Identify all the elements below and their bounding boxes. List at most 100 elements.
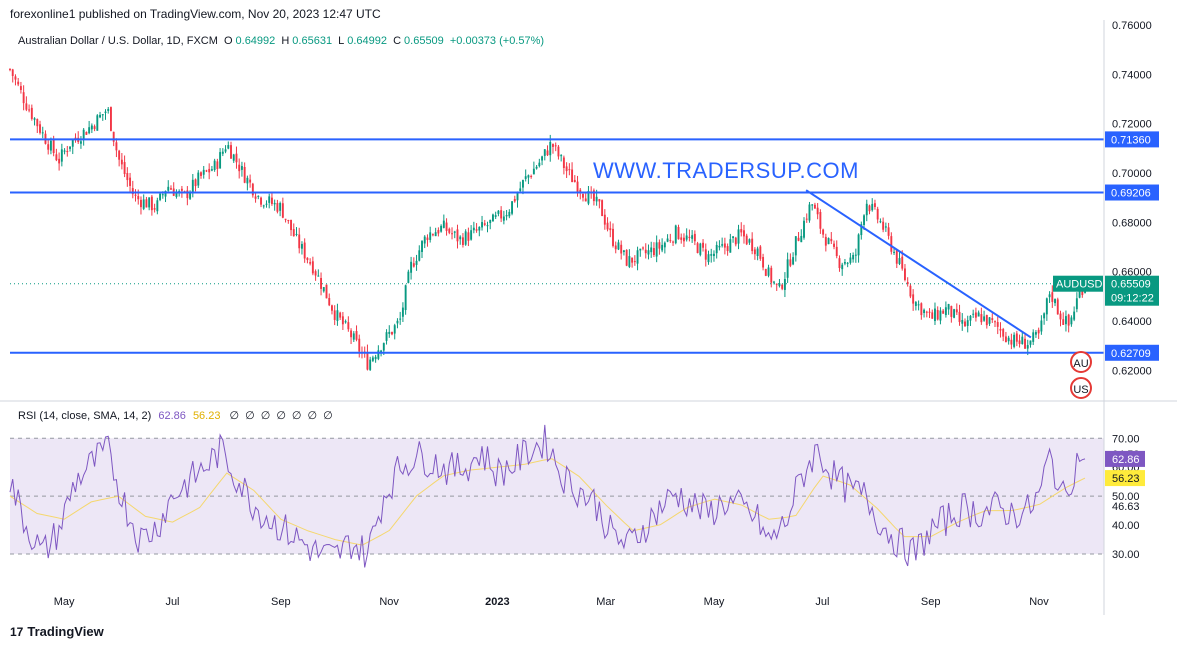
candle-body	[445, 222, 448, 231]
candle-body	[63, 150, 66, 152]
candle-body	[1075, 298, 1078, 310]
candle-body	[674, 225, 677, 244]
time-tick-label: Nov	[379, 596, 399, 608]
candle-body	[513, 198, 516, 202]
candle-body	[49, 140, 52, 151]
candle-body	[721, 244, 724, 246]
candle-body	[421, 241, 423, 252]
candle-body	[33, 118, 36, 120]
candle-body	[69, 146, 71, 149]
candle-body	[115, 142, 118, 151]
candle-body	[388, 331, 391, 334]
candle-body	[609, 228, 612, 231]
candle-body	[516, 193, 519, 201]
candle-body	[532, 168, 535, 175]
candle-body	[890, 236, 893, 252]
low-value: 0.64992	[347, 35, 388, 47]
candle-body	[145, 199, 148, 208]
open-value: 0.64992	[235, 35, 276, 47]
candle-body	[925, 311, 928, 313]
candle-body	[748, 239, 751, 243]
candle-body	[854, 254, 857, 256]
candle-body	[734, 237, 737, 245]
price-tick-label: 0.64000	[1112, 316, 1152, 328]
candle-body	[964, 321, 966, 327]
candle-body	[944, 307, 947, 316]
candle-body	[699, 243, 702, 255]
candle-body	[437, 229, 440, 234]
rsi-axis[interactable]: 70.0064.5860.0050.0046.6340.0030.0062.86…	[1105, 433, 1145, 561]
candle-body	[666, 238, 669, 242]
candle-body	[1024, 338, 1026, 349]
candle-body	[696, 243, 699, 254]
candle-body	[808, 204, 811, 221]
candle-body	[371, 357, 374, 361]
candle-body	[347, 322, 350, 330]
candle-body	[1021, 336, 1024, 345]
candle-body	[751, 238, 754, 252]
candle-body	[936, 309, 939, 320]
rsi-title[interactable]: RSI (14, close, SMA, 14, 2)	[18, 410, 152, 422]
candle-body	[355, 331, 358, 340]
candle-body	[279, 203, 282, 211]
candle-body	[317, 275, 320, 277]
candle-body	[500, 210, 503, 219]
candle-body	[227, 145, 230, 149]
candle-body	[104, 111, 107, 113]
candle-body	[904, 268, 906, 280]
candle-body	[153, 208, 156, 210]
rsi-value: 62.86	[158, 410, 186, 422]
rsi-tick-label: 50.00	[1112, 491, 1140, 503]
candle-body	[1043, 313, 1046, 319]
candle-body	[805, 218, 808, 220]
rsi-value-tag	[1105, 450, 1145, 467]
candle-body	[265, 203, 268, 205]
symbol-description[interactable]: Australian Dollar / U.S. Dollar, 1D, FXC…	[18, 35, 218, 47]
au-flag-icon[interactable]: AU	[1070, 351, 1092, 373]
symbol-tag	[1053, 275, 1103, 292]
candle-body	[871, 203, 874, 211]
candle-body	[66, 151, 69, 153]
candle-body	[620, 244, 623, 254]
candle-body	[947, 304, 950, 310]
candle-body	[710, 254, 713, 256]
candle-body	[587, 190, 590, 204]
candle-body	[393, 325, 396, 334]
candle-body	[489, 219, 492, 224]
candle-body	[270, 197, 273, 204]
candle-body	[713, 253, 715, 257]
candle-body	[366, 351, 369, 370]
candle-body	[19, 86, 22, 90]
candle-body	[295, 233, 298, 235]
candle-body	[268, 196, 271, 203]
candle-body	[647, 250, 650, 255]
candle-body	[240, 166, 243, 170]
candle-body	[833, 243, 835, 247]
time-axis[interactable]: May Jul Sep Nov 2023 Mar May Jul Sep Nov	[54, 596, 1050, 608]
candle-body	[456, 229, 459, 242]
time-tick-label: Mar	[596, 596, 615, 608]
candle-body	[702, 242, 705, 248]
candle-body	[849, 257, 852, 263]
candle-body	[1059, 313, 1062, 320]
candle-body	[11, 69, 14, 76]
candle-body	[988, 317, 991, 324]
candle-body	[216, 161, 219, 169]
candle-body	[276, 202, 279, 212]
candle-body	[928, 311, 931, 313]
candle-body	[287, 220, 290, 222]
candle-body	[396, 320, 399, 324]
price-axis[interactable]: 0.76000 0.74000 0.72000 0.70000 0.68000 0.660…	[1112, 20, 1152, 377]
us-flag-icon[interactable]: US	[1070, 377, 1092, 399]
candle-body	[636, 250, 639, 264]
time-tick-label: Sep	[921, 596, 941, 608]
candle-body	[882, 221, 885, 230]
candle-body	[159, 193, 162, 200]
candle-body	[9, 69, 11, 71]
candle-body	[246, 177, 249, 184]
candle-body	[655, 242, 658, 257]
rsi-tick-label: 30.00	[1112, 549, 1140, 561]
candle-body	[753, 249, 756, 255]
candle-body	[884, 226, 887, 228]
